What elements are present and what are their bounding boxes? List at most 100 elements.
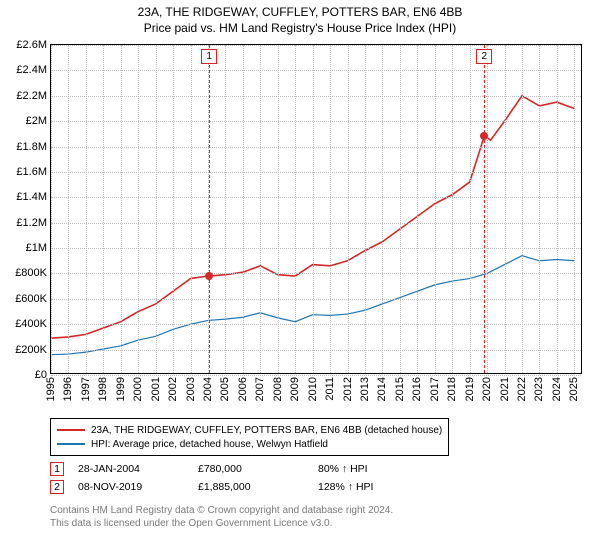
chart-title: 23A, THE RIDGEWAY, CUFFLEY, POTTERS BAR,… (0, 0, 600, 36)
gridline-h (51, 172, 581, 173)
gridline-v (382, 45, 383, 373)
xtick-label: 2011 (324, 377, 336, 401)
xtick-label: 2005 (219, 377, 231, 401)
attribution-line2: This data is licensed under the Open Gov… (50, 517, 393, 530)
title-line2: Price paid vs. HM Land Registry's House … (0, 20, 600, 36)
sales-pct: 80% ↑ HPI (318, 463, 438, 475)
legend: 23A, THE RIDGEWAY, CUFFLEY, POTTERS BAR,… (50, 418, 449, 456)
xtick-label: 2009 (289, 377, 301, 401)
xtick-label: 2020 (481, 377, 493, 401)
legend-swatch-price (57, 429, 85, 431)
sales-row: 2 08-NOV-2019£1,885,000128% ↑ HPI (50, 478, 438, 496)
xtick-label: 2000 (132, 377, 144, 401)
xtick-label: 2013 (359, 377, 371, 401)
gridline-v (522, 45, 523, 373)
ytick-label: £1.4M (16, 191, 47, 203)
gridline-h (51, 70, 581, 71)
gridline-v (243, 45, 244, 373)
sale-refbox: 2 (476, 49, 492, 64)
xtick-label: 2015 (394, 377, 406, 401)
xtick-label: 2007 (254, 377, 266, 401)
xtick-label: 2023 (533, 377, 545, 401)
gridline-v (313, 45, 314, 373)
gridline-v (417, 45, 418, 373)
gridline-v (557, 45, 558, 373)
gridline-v (51, 45, 52, 373)
sale-marker (480, 132, 488, 140)
sales-price: £1,885,000 (198, 481, 318, 493)
ytick-label: £400K (15, 318, 47, 330)
sales-table: 128-JAN-2004£780,00080% ↑ HPI 2 08-NOV-201… (50, 460, 438, 496)
xtick-label: 1996 (62, 377, 74, 401)
title-line1: 23A, THE RIDGEWAY, CUFFLEY, POTTERS BAR,… (0, 4, 600, 20)
xtick-label: 2016 (411, 377, 423, 401)
gridline-h (51, 273, 581, 274)
gridline-v (173, 45, 174, 373)
ytick-label: £1.8M (16, 141, 47, 153)
ytick-label: £2.4M (16, 64, 47, 76)
gridline-v (260, 45, 261, 373)
gridline-v (435, 45, 436, 373)
sales-num: 2 (50, 480, 64, 494)
ytick-label: £1.2M (16, 217, 47, 229)
xtick-label: 1998 (97, 377, 109, 401)
ytick-label: £200K (15, 344, 47, 356)
gridline-v (574, 45, 575, 373)
ytick-label: £800K (15, 267, 47, 279)
sale-refline (484, 45, 485, 373)
gridline-v (487, 45, 488, 373)
sales-pct: 128% ↑ HPI (318, 481, 438, 493)
gridline-h (51, 197, 581, 198)
gridline-v (86, 45, 87, 373)
gridline-v (121, 45, 122, 373)
sale-refline (209, 45, 210, 373)
xtick-label: 1997 (80, 377, 92, 401)
xtick-label: 2010 (307, 377, 319, 401)
xtick-label: 2019 (464, 377, 476, 401)
plot-area: £0£200K£400K£600K£800K£1M£1.2M£1.4M£1.6M… (50, 44, 582, 374)
xtick-label: 2002 (167, 377, 179, 401)
legend-row-price: 23A, THE RIDGEWAY, CUFFLEY, POTTERS BAR,… (57, 423, 442, 437)
sales-row: 128-JAN-2004£780,00080% ↑ HPI (50, 460, 438, 478)
xtick-label: 2014 (376, 377, 388, 401)
ytick-label: £2.2M (16, 90, 47, 102)
gridline-v (505, 45, 506, 373)
gridline-h (51, 223, 581, 224)
gridline-v (278, 45, 279, 373)
xtick-label: 2017 (429, 377, 441, 401)
xtick-label: 2024 (551, 377, 563, 401)
gridline-h (51, 248, 581, 249)
attribution: Contains HM Land Registry data © Crown c… (50, 504, 393, 530)
sales-price: £780,000 (198, 463, 318, 475)
gridline-v (191, 45, 192, 373)
series-lines (51, 45, 583, 375)
gridline-h (51, 96, 581, 97)
legend-swatch-hpi (57, 443, 85, 445)
ytick-label: £2M (26, 115, 47, 127)
gridline-v (400, 45, 401, 373)
ytick-label: £1M (26, 242, 47, 254)
gridline-v (68, 45, 69, 373)
xtick-label: 2006 (237, 377, 249, 401)
gridline-h (51, 299, 581, 300)
gridline-v (330, 45, 331, 373)
gridline-h (51, 375, 581, 376)
legend-label-hpi: HPI: Average price, detached house, Welw… (91, 439, 328, 450)
gridline-h (51, 121, 581, 122)
xtick-label: 2025 (568, 377, 580, 401)
xtick-label: 1995 (45, 377, 57, 401)
gridline-v (470, 45, 471, 373)
gridline-v (452, 45, 453, 373)
gridline-v (348, 45, 349, 373)
xtick-label: 2003 (185, 377, 197, 401)
gridline-v (225, 45, 226, 373)
attribution-line1: Contains HM Land Registry data © Crown c… (50, 504, 393, 517)
sales-date: 28-JAN-2004 (78, 463, 198, 475)
gridline-h (51, 324, 581, 325)
sales-date: 08-NOV-2019 (78, 481, 198, 493)
ytick-label: £2.6M (16, 39, 47, 51)
xtick-label: 2004 (202, 377, 214, 401)
gridline-v (295, 45, 296, 373)
ytick-label: £600K (15, 293, 47, 305)
sale-marker (205, 272, 213, 280)
